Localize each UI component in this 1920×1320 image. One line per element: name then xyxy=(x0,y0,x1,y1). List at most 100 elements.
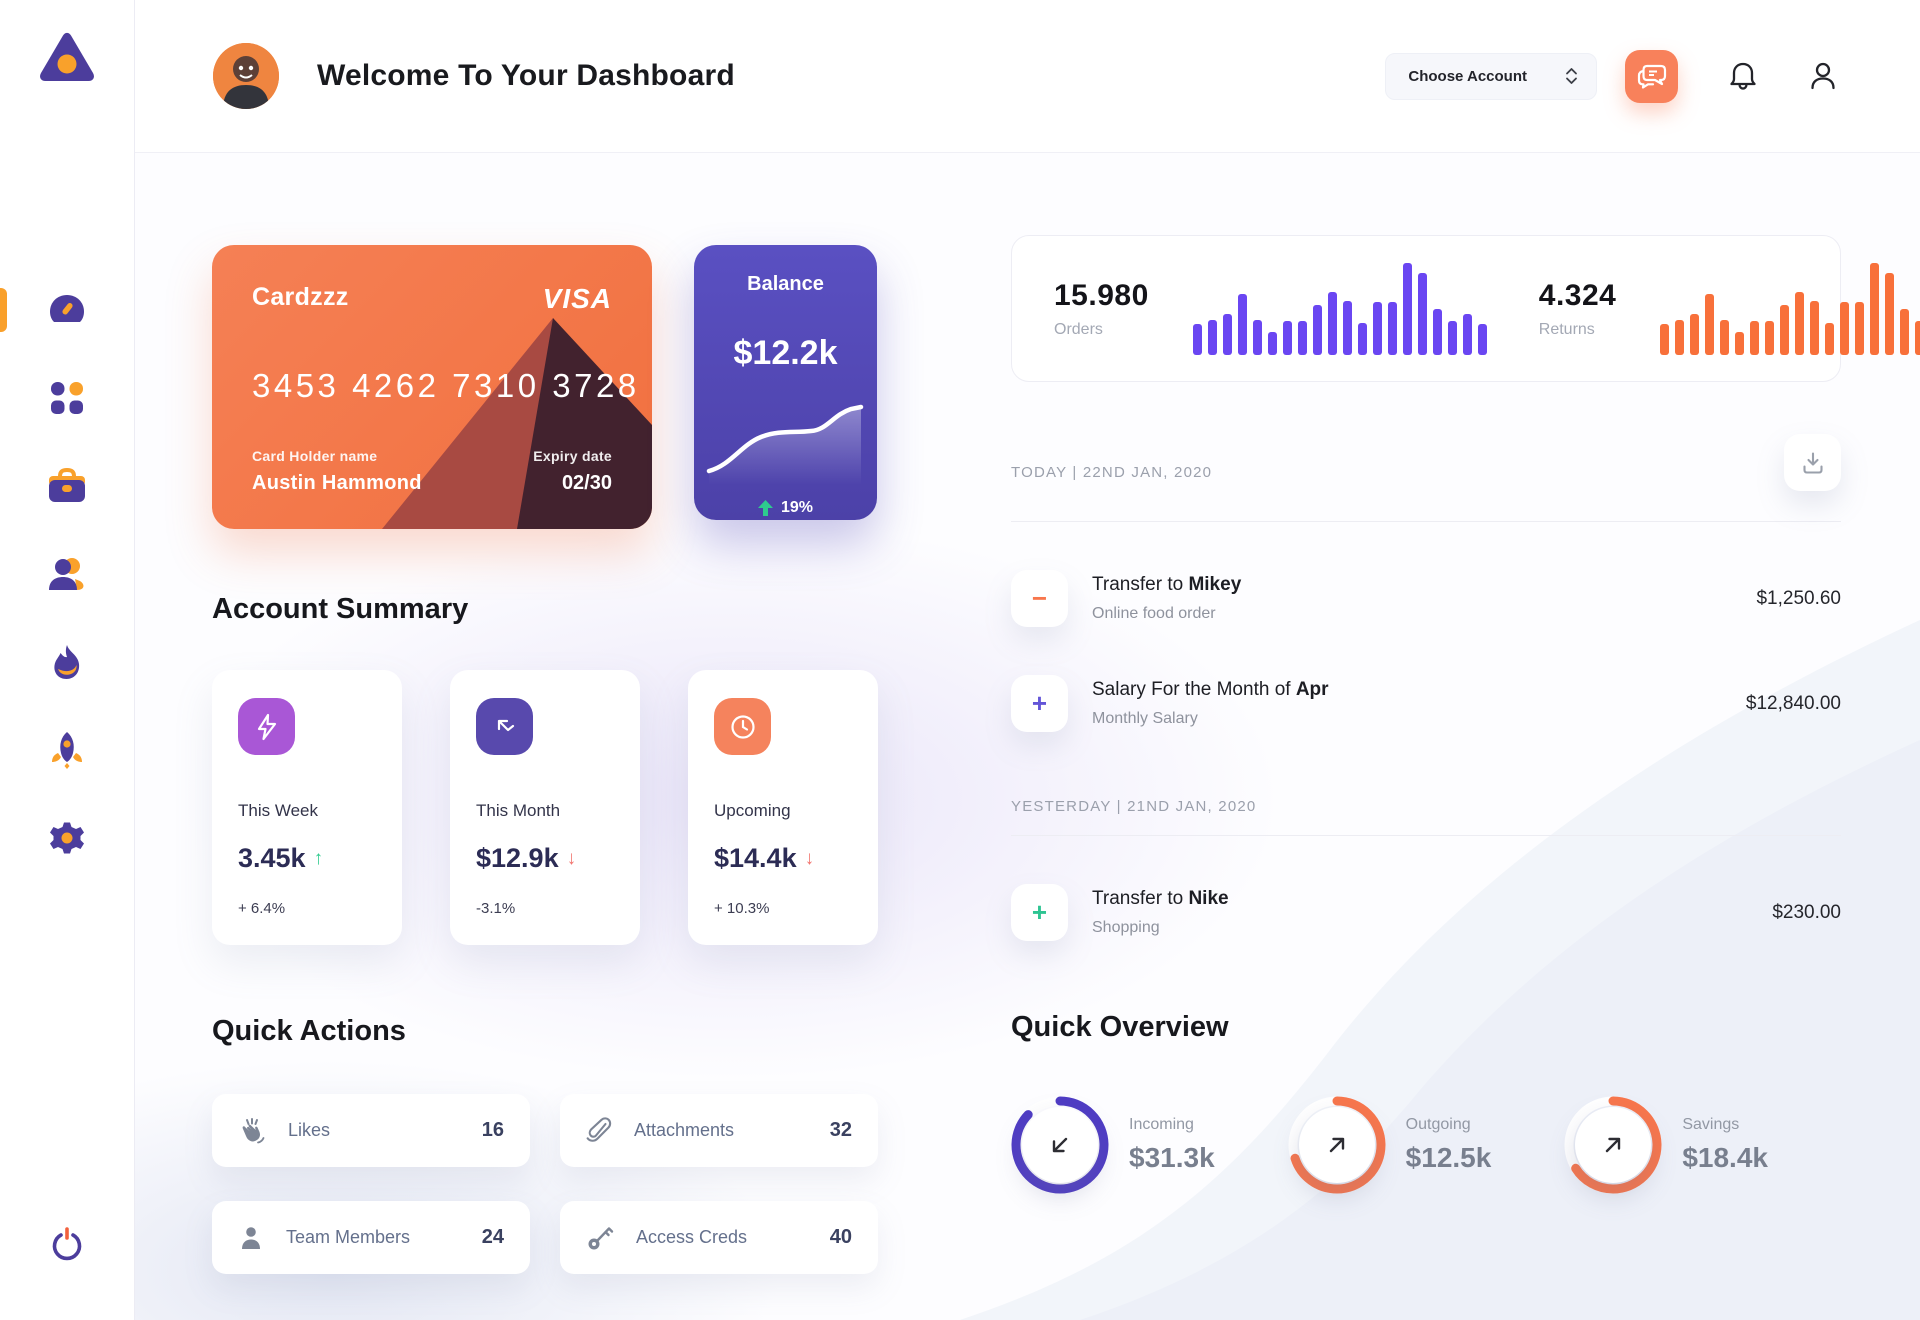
download-statement-button[interactable] xyxy=(1784,434,1841,491)
orders-stat: 15.980 Orders xyxy=(1012,236,1497,381)
transaction-subtitle: Online food order xyxy=(1092,605,1216,622)
credit-card[interactable]: Cardzzz VISA 3453 4262 7310 3728 Card Ho… xyxy=(212,245,652,529)
summary-label: This Week xyxy=(238,801,318,820)
account-select[interactable]: Choose Account xyxy=(1385,52,1597,100)
transaction-texts: Transfer to Mikey Online food order xyxy=(1092,574,1241,623)
quick-overview-title: Quick Overview xyxy=(1011,1011,1229,1043)
orders-bar-chart xyxy=(1192,262,1487,355)
user-avatar[interactable] xyxy=(213,43,279,109)
chart-bar xyxy=(1312,304,1322,355)
transaction-amount: $12,840.00 xyxy=(1745,692,1841,714)
transaction-row[interactable]: + Salary For the Month of Apr Monthly Sa… xyxy=(1011,675,1841,732)
sidebar-item-portfolio[interactable] xyxy=(0,462,134,510)
transaction-texts: Salary For the Month of Apr Monthly Sala… xyxy=(1092,679,1329,728)
right-column: 15.980 Orders 4.324 Returns xyxy=(1011,153,1920,1274)
user-icon xyxy=(1811,62,1835,90)
summary-label: Upcoming xyxy=(714,801,791,820)
transaction-texts: Transfer to Nike Shopping xyxy=(1092,888,1229,937)
transaction-row[interactable]: + Transfer to Nike Shopping $230.00 xyxy=(1011,884,1841,941)
quick-action-access-creds[interactable]: Access Creds 40 xyxy=(560,1201,878,1274)
transactions-group-header: YESTERDAY | 21ND JAN, 2020 xyxy=(1011,798,1841,815)
chart-bar xyxy=(1915,321,1920,355)
quick-action-count: 24 xyxy=(481,1226,504,1248)
sidebar-item-launch[interactable] xyxy=(0,726,134,774)
arrow-up-right-icon xyxy=(1606,1137,1621,1153)
balance-delta-value: 19% xyxy=(780,499,814,516)
credit-card-content: Cardzzz VISA 3453 4262 7310 3728 Card Ho… xyxy=(212,245,652,529)
notifications-button[interactable] xyxy=(1728,60,1758,92)
balance-delta: 19% xyxy=(757,499,814,517)
balance-card[interactable]: Balance $12.2k xyxy=(694,245,877,520)
page-title: Welcome To Your Dashboard xyxy=(317,59,735,92)
summary-card-upcoming[interactable]: Upcoming $14.4k ↓ + 10.3% xyxy=(688,670,878,945)
ring-center xyxy=(1575,1107,1652,1183)
chart-bar xyxy=(1825,323,1835,355)
chart-bar xyxy=(1252,320,1262,355)
summary-card-this-month[interactable]: This Month $12.9k ↓ -3.1% xyxy=(450,670,640,945)
left-column: Cardzzz VISA 3453 4262 7310 3728 Card Ho… xyxy=(212,153,878,1274)
sidebar-item-trending[interactable] xyxy=(0,638,134,686)
rocket-icon xyxy=(52,732,82,769)
chart-bar xyxy=(1855,302,1865,355)
card-holder-name: Austin Hammond xyxy=(252,472,422,494)
quick-action-label: Team Members xyxy=(286,1227,411,1247)
orders-value: 15.980 xyxy=(1054,278,1149,312)
trend-up-arrow: ↑ xyxy=(313,847,324,869)
chart-bar xyxy=(1357,323,1367,355)
quick-action-likes[interactable]: Likes 16 xyxy=(212,1094,530,1167)
profile-button[interactable] xyxy=(1808,60,1838,92)
ring-label: Savings xyxy=(1682,1116,1740,1133)
ring-label: Incoming xyxy=(1129,1116,1194,1133)
chart-bar xyxy=(1690,314,1700,355)
group-heading-today: TODAY | 22ND JAN, 2020 xyxy=(1011,464,1213,481)
chart-bar xyxy=(1780,304,1790,355)
key-icon xyxy=(588,1226,614,1249)
logout-button[interactable] xyxy=(0,1220,134,1268)
messages-button[interactable] xyxy=(1625,49,1678,103)
transaction-subtitle: Monthly Salary xyxy=(1092,710,1198,727)
summary-change: + 10.3% xyxy=(714,900,770,917)
sidebar-item-settings[interactable] xyxy=(0,814,134,862)
chart-bar xyxy=(1387,302,1397,355)
orders-returns-card: 15.980 Orders 4.324 Returns xyxy=(1011,235,1920,382)
chart-bar xyxy=(1372,302,1382,355)
balance-title: Balance xyxy=(747,273,824,295)
summary-value: $12.9k ↓ xyxy=(476,843,577,873)
chart-bar xyxy=(1870,262,1880,355)
quick-action-team-members[interactable]: Team Members 24 xyxy=(212,1201,530,1274)
account-summary-cards: This Week 3.45k ↑ + 6.4% T xyxy=(212,670,878,945)
transaction-row[interactable]: − Transfer to Mikey Online food order $1… xyxy=(1011,570,1841,627)
transaction-title: Salary For the Month of Apr xyxy=(1092,679,1329,700)
sidebar-item-dashboard[interactable] xyxy=(0,286,134,334)
card-nickname: Cardzzz xyxy=(252,283,349,311)
ring-value: $18.4k xyxy=(1682,1142,1768,1173)
chart-bar xyxy=(1282,321,1292,355)
app-logo[interactable] xyxy=(35,26,99,90)
clock-icon xyxy=(714,698,771,755)
quick-action-label: Likes xyxy=(288,1120,331,1140)
progress-ring xyxy=(1011,1096,1109,1194)
transaction-amount: $1,250.60 xyxy=(1756,587,1841,609)
trend-down-arrow: ↓ xyxy=(804,847,815,869)
returns-value: 4.324 xyxy=(1538,278,1617,312)
divider xyxy=(1011,835,1841,836)
quick-actions-grid: Likes 16 Attachments 32 xyxy=(212,1094,878,1274)
chart-bar xyxy=(1750,321,1760,355)
quick-action-count: 16 xyxy=(481,1119,504,1141)
quick-action-attachments[interactable]: Attachments 32 xyxy=(560,1094,878,1167)
chart-bar xyxy=(1342,301,1352,355)
main-area: Welcome To Your Dashboard Choose Account xyxy=(135,0,1920,1320)
progress-ring xyxy=(1564,1096,1662,1194)
chart-bar xyxy=(1660,324,1670,355)
grid-icon xyxy=(51,382,83,414)
sidebar-item-team[interactable] xyxy=(0,550,134,598)
person-icon xyxy=(242,1226,260,1249)
group-heading-yesterday: YESTERDAY | 21ND JAN, 2020 xyxy=(1011,798,1257,815)
summary-label: This Month xyxy=(476,801,561,820)
arrow-up-icon xyxy=(757,500,773,516)
summary-card-this-week[interactable]: This Week 3.45k ↑ + 6.4% xyxy=(212,670,402,945)
chart-bar xyxy=(1720,320,1730,355)
header: Welcome To Your Dashboard Choose Account xyxy=(135,0,1920,153)
sidebar-item-apps[interactable] xyxy=(0,374,134,422)
chart-bar xyxy=(1477,324,1487,355)
